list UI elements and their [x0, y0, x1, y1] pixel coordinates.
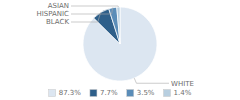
- leader-line: [134, 78, 169, 83]
- legend-item: 87.3%: [49, 89, 82, 97]
- chart: WHITE BLACKHISPANICASIAN 87.3% 7.7% 3.5% 1.4%: [0, 0, 240, 100]
- pie-slice: [83, 7, 157, 81]
- slice-label: BLACK: [46, 18, 69, 26]
- slice-label: ASIAN: [48, 2, 69, 10]
- labels: WHITE BLACKHISPANICASIAN: [36, 2, 193, 87]
- pie-slice: [109, 7, 120, 44]
- legend-item: 3.5%: [127, 89, 155, 97]
- legend-item: 7.7%: [90, 89, 118, 97]
- legend-label: 1.4%: [174, 89, 192, 97]
- legend-label: 3.5%: [137, 89, 155, 97]
- leader-line: [71, 6, 118, 7]
- legend-label: 7.7%: [100, 89, 118, 97]
- legend-item: 1.4%: [164, 89, 192, 97]
- pie-slice: [117, 7, 120, 44]
- legend-swatch: [49, 90, 56, 97]
- pie: [83, 7, 157, 81]
- legend-swatch: [127, 90, 134, 97]
- slice-label: HISPANIC: [36, 10, 69, 18]
- legend-label: 87.3%: [59, 89, 82, 97]
- leader-line: [71, 8, 113, 14]
- slice-label: WHITE: [171, 80, 194, 88]
- legend-swatch: [90, 90, 97, 97]
- legend: 87.3% 7.7% 3.5% 1.4%: [49, 89, 192, 97]
- legend-swatch: [164, 90, 171, 97]
